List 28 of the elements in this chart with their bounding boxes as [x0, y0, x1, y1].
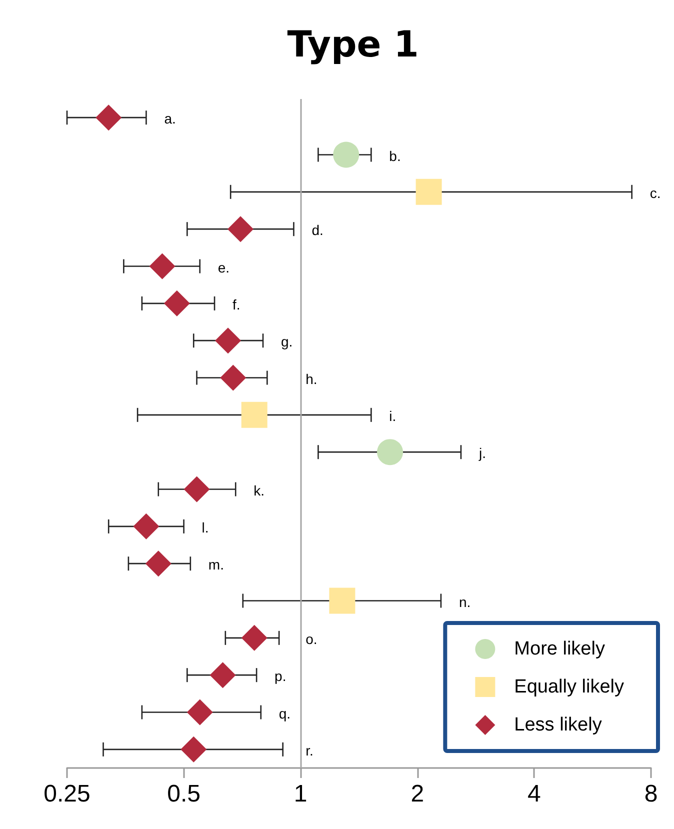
- x-tick-label: 1: [294, 780, 308, 808]
- annotation: q.: [278, 705, 291, 722]
- annotation: a.: [164, 110, 176, 127]
- annotation: m.: [208, 556, 224, 573]
- annotation: c.: [650, 184, 661, 201]
- x-tick-label: 8: [644, 780, 658, 808]
- annotation: g.: [281, 334, 293, 350]
- annotation: o.: [306, 630, 318, 647]
- annotation: h.: [306, 370, 318, 387]
- annotation: e.: [218, 259, 230, 276]
- chart-title: Type 1: [287, 24, 419, 66]
- annotation: f.: [232, 296, 240, 312]
- annotation: d.: [312, 222, 324, 238]
- annotation: j.: [478, 445, 486, 462]
- annotation: b.: [389, 148, 401, 164]
- annotation: r.: [306, 742, 314, 758]
- annotation: n.: [458, 594, 471, 610]
- legend-label: Less likely: [514, 714, 602, 736]
- annotation: i.: [389, 408, 396, 424]
- annotation: l.: [202, 519, 209, 536]
- x-tick-label: 0.25: [44, 780, 90, 808]
- legend-label: Equally likely: [514, 676, 624, 698]
- x-tick-label: 0.5: [167, 780, 200, 808]
- legend-label: More likely: [514, 638, 606, 660]
- annotation: p.: [274, 668, 286, 684]
- annotation: k.: [254, 482, 265, 498]
- x-tick-label: 2: [410, 780, 424, 808]
- x-tick-label: 4: [528, 780, 541, 808]
